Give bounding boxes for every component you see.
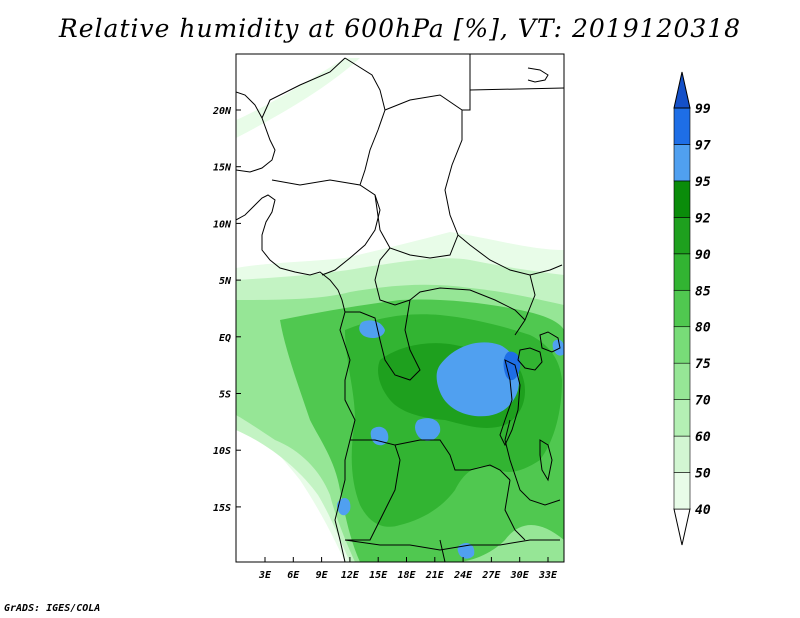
lat-label: 10N <box>213 219 232 230</box>
colorbar-segment <box>673 107 691 145</box>
lon-label: 27E <box>481 570 501 581</box>
lon-label: 3E <box>258 570 272 581</box>
colorbar-label: 90 <box>695 248 711 263</box>
lon-label: 9E <box>316 570 329 581</box>
colorbar: 40 50 60 70 75 80 85 90 92 95 97 99 <box>673 71 711 546</box>
country-borders <box>236 54 564 562</box>
colorbar-label: 75 <box>695 357 711 372</box>
longitude-axis: 3E 6E 9E 12E 15E 18E 21E 24E 27E 30E 33E <box>258 557 558 581</box>
colorbar-segment <box>673 144 691 182</box>
colorbar-label: 70 <box>695 394 711 409</box>
colorbar-label: 60 <box>695 430 711 445</box>
humidity-patch-6 <box>336 498 351 516</box>
map-title: Relative humidity at 600hPa [%], VT: 201… <box>58 14 742 43</box>
lat-label: EQ <box>219 333 231 344</box>
colorbar-upper-arrow <box>673 71 691 109</box>
colorbar-label: 50 <box>695 467 711 482</box>
colorbar-segment <box>673 253 691 291</box>
humidity-map <box>236 54 564 562</box>
lat-label: 5S <box>219 390 231 401</box>
lon-label: 15E <box>369 570 388 581</box>
humidity-patch-5 <box>552 339 564 356</box>
colorbar-label: 85 <box>695 284 711 299</box>
colorbar-label: 80 <box>695 321 711 336</box>
humidity-band-north <box>236 58 360 138</box>
humidity-patch-2 <box>415 418 441 441</box>
map-frame <box>235 53 565 563</box>
lat-label: 15N <box>213 163 232 174</box>
lon-label: 12E <box>341 570 360 581</box>
humidity-patch-4 <box>503 351 521 381</box>
lon-label: 24E <box>453 570 473 581</box>
humidity-patch-7 <box>457 543 475 559</box>
lat-label: 10S <box>213 446 231 457</box>
colorbar-segment <box>673 362 691 400</box>
colorbar-label: 97 <box>695 138 711 153</box>
colorbar-label: 40 <box>695 503 711 518</box>
lat-label: 15S <box>213 503 231 514</box>
colorbar-segment <box>673 399 691 437</box>
colorbar-segment <box>673 326 691 364</box>
lon-label: 21E <box>425 570 445 581</box>
latitude-axis: 20N 15N 10N 5N EQ 5S 10S 15S <box>212 106 241 514</box>
lon-label: 18E <box>397 570 416 581</box>
colorbar-segment <box>673 180 691 218</box>
colorbar-label: 92 <box>695 211 711 226</box>
humidity-patch-3 <box>370 426 389 446</box>
lon-label: 6E <box>287 570 300 581</box>
humidity-core-95 <box>436 342 520 417</box>
lon-label: 30E <box>510 570 530 581</box>
colorbar-label: 99 <box>695 102 711 117</box>
colorbar-segment <box>673 217 691 255</box>
colorbar-label: 95 <box>695 175 711 190</box>
lon-label: 33E <box>538 570 558 581</box>
lat-label: 5N <box>219 276 232 287</box>
colorbar-segment <box>673 289 691 328</box>
colorbar-segment <box>673 435 691 473</box>
lat-label: 20N <box>212 106 232 117</box>
colorbar-lower-arrow <box>673 508 691 546</box>
colorbar-segment <box>673 472 691 510</box>
footer-credit: GrADS: IGES/COLA <box>4 603 101 614</box>
